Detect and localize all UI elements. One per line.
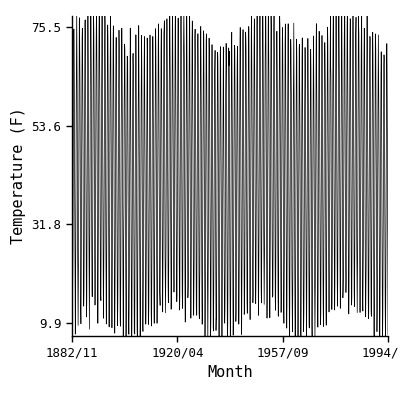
X-axis label: Month: Month	[207, 365, 253, 380]
Y-axis label: Temperature (F): Temperature (F)	[11, 108, 26, 244]
